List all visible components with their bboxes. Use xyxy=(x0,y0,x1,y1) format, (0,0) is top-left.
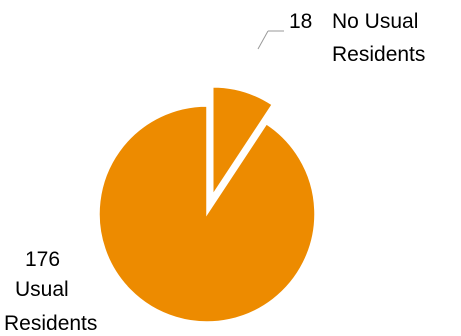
slice-label-usual-residents-line2: Residents xyxy=(4,312,97,335)
slice-value-usual-residents: 176 xyxy=(25,248,60,271)
pie-slices xyxy=(98,86,316,323)
slice-label-usual-residents-line1: Usual xyxy=(15,278,69,301)
pie-slice-usual-residents xyxy=(98,105,316,323)
slice-label-no-usual-residents-line2: Residents xyxy=(332,43,425,66)
slice-value-no-usual-residents: 18 xyxy=(289,10,312,33)
leader-line-no-usual-residents xyxy=(257,30,269,50)
pie-slice-no-usual-residents xyxy=(211,86,274,198)
slice-label-no-usual-residents-line1: No Usual xyxy=(332,10,418,33)
